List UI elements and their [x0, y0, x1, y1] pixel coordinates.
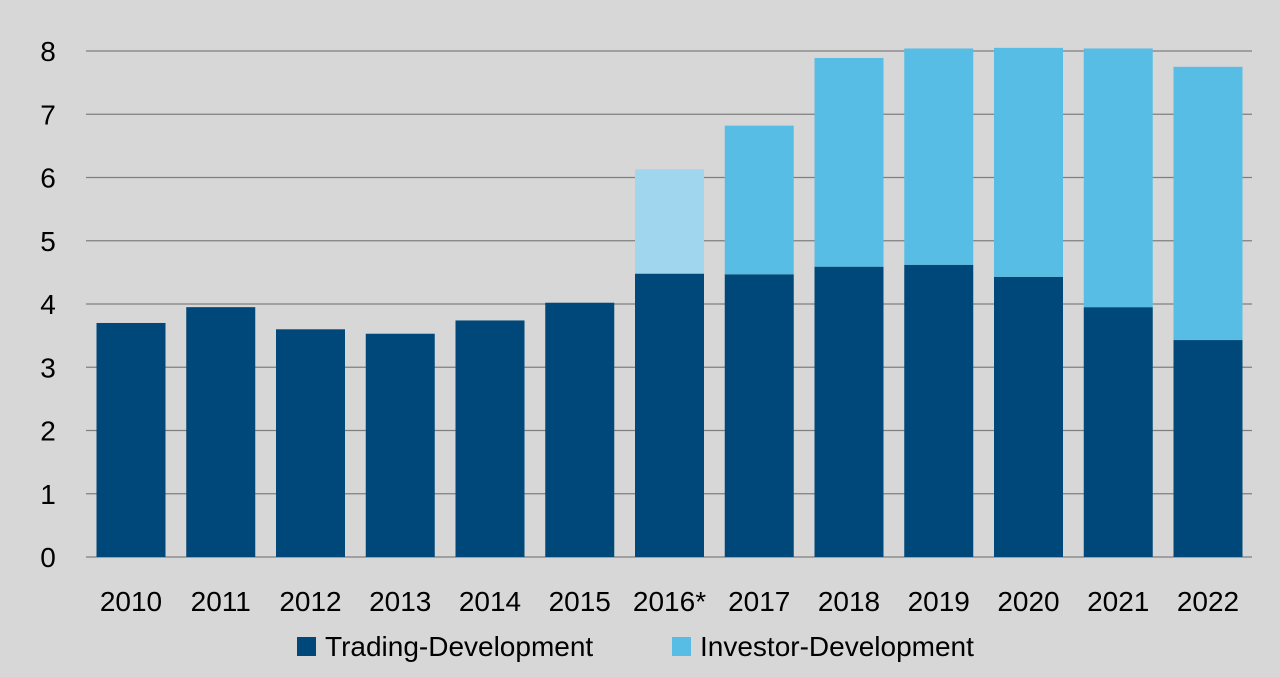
y-axis-tick-labels: 0 1 2 3 4 5 6 7 8 — [40, 36, 56, 573]
bar-investor-development-2017 — [724, 125, 794, 275]
legend-label: Trading-Development — [325, 631, 593, 662]
bar-trading-development-2017 — [724, 274, 794, 557]
bar-investor-development-2020 — [994, 47, 1063, 277]
x-tick-label: 2019 — [908, 586, 970, 617]
bar-trading-development-2012 — [276, 329, 345, 557]
bar-investor-development-2022 — [1173, 66, 1243, 341]
x-tick-label: 2021 — [1087, 586, 1149, 617]
x-tick-label: 2011 — [191, 586, 251, 617]
bar-trading-development-2011 — [186, 307, 256, 557]
y-tick-label: 3 — [40, 352, 56, 383]
y-tick-label: 1 — [40, 479, 56, 510]
x-tick-label: 2018 — [818, 586, 880, 617]
bar-trading-development-2021 — [1083, 307, 1153, 557]
x-axis-tick-labels: 2010 2011 2012 2013 2014 2015 2016* 2017 2018 201… — [100, 586, 1239, 617]
y-tick-label: 8 — [40, 36, 56, 67]
y-tick-label: 0 — [40, 542, 56, 573]
x-tick-label: 2010 — [100, 586, 162, 617]
x-tick-label: 2016* — [633, 586, 706, 617]
legend: Trading-Development Investor-Development — [297, 631, 974, 662]
bar-trading-development-2015 — [545, 302, 615, 557]
x-tick-label: 2022 — [1177, 586, 1239, 617]
bar-trading-development-2020 — [994, 276, 1063, 557]
x-tick-label: 2013 — [369, 586, 431, 617]
y-tick-label: 7 — [40, 99, 56, 130]
x-tick-label: 2017 — [728, 586, 790, 617]
legend-label: Investor-Development — [700, 631, 974, 662]
y-tick-label: 2 — [40, 416, 56, 447]
bar-investor-development-2019 — [904, 48, 974, 265]
bar-trading-development-2019 — [904, 264, 974, 557]
bar-trading-development-2018 — [814, 266, 884, 557]
bar-trading-development-2016 — [635, 273, 704, 557]
bar-trading-development-2010 — [96, 322, 166, 557]
x-tick-label: 2012 — [279, 586, 341, 617]
bars — [96, 47, 1243, 557]
x-tick-label: 2015 — [549, 586, 611, 617]
bar-trading-development-2014 — [455, 320, 525, 557]
x-tick-label: 2020 — [997, 586, 1059, 617]
y-tick-label: 6 — [40, 163, 56, 194]
bar-investor-development-2018 — [814, 57, 884, 267]
bar-investor-development-2016 — [635, 169, 704, 274]
legend-swatch-trading-development — [297, 637, 316, 656]
y-tick-label: 4 — [40, 289, 56, 320]
y-tick-label: 5 — [40, 226, 56, 257]
bar-investor-development-2021 — [1083, 48, 1153, 308]
bar-trading-development-2013 — [365, 333, 435, 557]
x-tick-label: 2014 — [459, 586, 521, 617]
legend-swatch-investor-development — [672, 637, 691, 656]
bar-trading-development-2022 — [1173, 340, 1243, 557]
